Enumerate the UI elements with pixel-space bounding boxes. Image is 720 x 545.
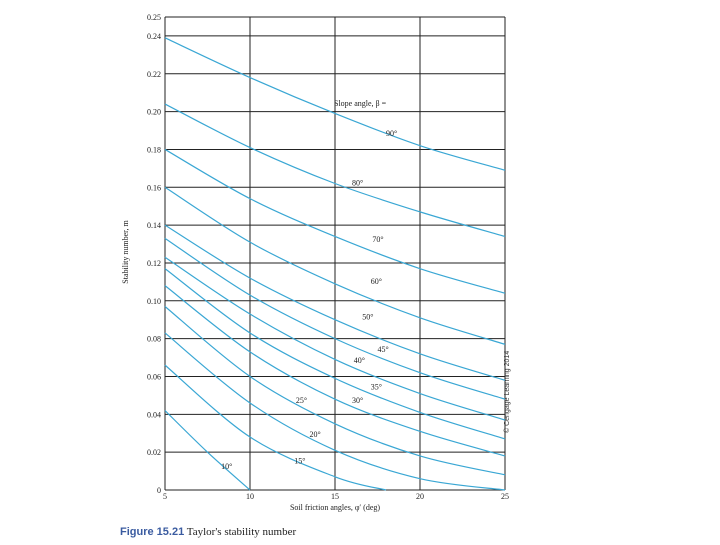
curve-label-30: 30° — [352, 396, 363, 405]
x-tick-label-0: 5 — [163, 492, 167, 501]
x-tick-label-2: 15 — [331, 492, 339, 501]
curve-beta-10 — [164, 410, 251, 491]
curve-beta-35 — [164, 268, 506, 440]
y-tick-label-7: 0.14 — [147, 221, 161, 230]
y-tick-label-0: 0 — [157, 486, 161, 495]
legend-title: Slope angle, β = — [334, 99, 387, 108]
curve-beta-40 — [164, 256, 506, 421]
curve-beta-45 — [164, 237, 506, 400]
figure-caption-text: Taylor's stability number — [186, 526, 297, 538]
curve-label-35: 35° — [371, 383, 382, 392]
y-axis-title: Stability number, m — [121, 219, 130, 283]
curve-beta-70 — [164, 148, 506, 294]
curve-beta-25 — [164, 306, 506, 476]
y-tick-label-12: 0.24 — [147, 32, 161, 41]
tick-labels: 0 0.02 0.04 0.06 0.08 0.10 0.12 0.14 0.16 0.18 0.2… — [147, 13, 509, 501]
figure-number: Figure 15.21 — [120, 526, 185, 538]
y-tick-label-3: 0.06 — [147, 372, 161, 381]
y-tick-label-11: 0.22 — [147, 70, 161, 79]
curve-beta-20 — [164, 332, 506, 491]
y-tick-label-5: 0.10 — [147, 297, 161, 306]
curve-beta-90 — [164, 37, 506, 171]
curve-label-90: 90° — [386, 129, 397, 138]
x-tick-label-3: 20 — [416, 492, 424, 501]
x-tick-label-4: 25 — [501, 492, 509, 501]
curve-label-25: 25° — [296, 396, 307, 405]
curve-label-50: 50° — [362, 313, 373, 322]
curve-label-10: 10° — [221, 462, 232, 471]
y-tick-label-9: 0.18 — [147, 145, 161, 154]
y-tick-label-13: 0.25 — [147, 13, 161, 22]
curve-beta-30 — [164, 285, 506, 457]
x-axis-title: Soil friction angles, φ′ (deg) — [290, 503, 380, 512]
curve-beta-60 — [164, 186, 506, 345]
x-tick-label-1: 10 — [246, 492, 254, 501]
curve-label-60: 60° — [371, 277, 382, 286]
curve-label-15: 15° — [294, 457, 305, 466]
curves — [164, 37, 506, 491]
curve-label-80: 80° — [352, 178, 363, 187]
y-tick-label-2: 0.04 — [147, 410, 161, 419]
y-tick-label-6: 0.12 — [147, 259, 161, 268]
grid — [164, 16, 506, 491]
curve-beta-50 — [164, 224, 506, 381]
curve-label-40: 40° — [354, 356, 365, 365]
y-tick-label-10: 0.20 — [147, 108, 161, 117]
curve-beta-15 — [164, 364, 387, 491]
y-tick-label-1: 0.02 — [147, 448, 161, 457]
curve-labels: 90° 80° 70° 60° 50° 45° 40° 35° 30° 25° 20° 15° 10° — [221, 129, 397, 471]
curve-label-20: 20° — [310, 430, 321, 439]
curve-label-45: 45° — [378, 345, 389, 354]
figure-caption: Figure 15.21 Taylor's stability number — [120, 526, 296, 538]
curve-label-70: 70° — [372, 235, 383, 244]
y-tick-label-4: 0.08 — [147, 335, 161, 344]
copyright-credit: © Cengage Learning 2014 — [504, 350, 511, 433]
curve-beta-80 — [164, 103, 506, 238]
y-tick-label-8: 0.16 — [147, 183, 161, 192]
